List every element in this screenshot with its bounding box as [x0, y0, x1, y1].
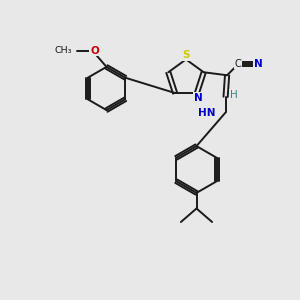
Text: CH₃: CH₃	[55, 46, 72, 55]
Text: O: O	[90, 46, 99, 56]
Text: N: N	[254, 59, 262, 69]
Text: N: N	[194, 92, 203, 103]
Text: S: S	[182, 50, 190, 61]
Text: HN: HN	[199, 108, 216, 118]
Text: H: H	[230, 90, 238, 100]
Text: C: C	[235, 58, 241, 69]
